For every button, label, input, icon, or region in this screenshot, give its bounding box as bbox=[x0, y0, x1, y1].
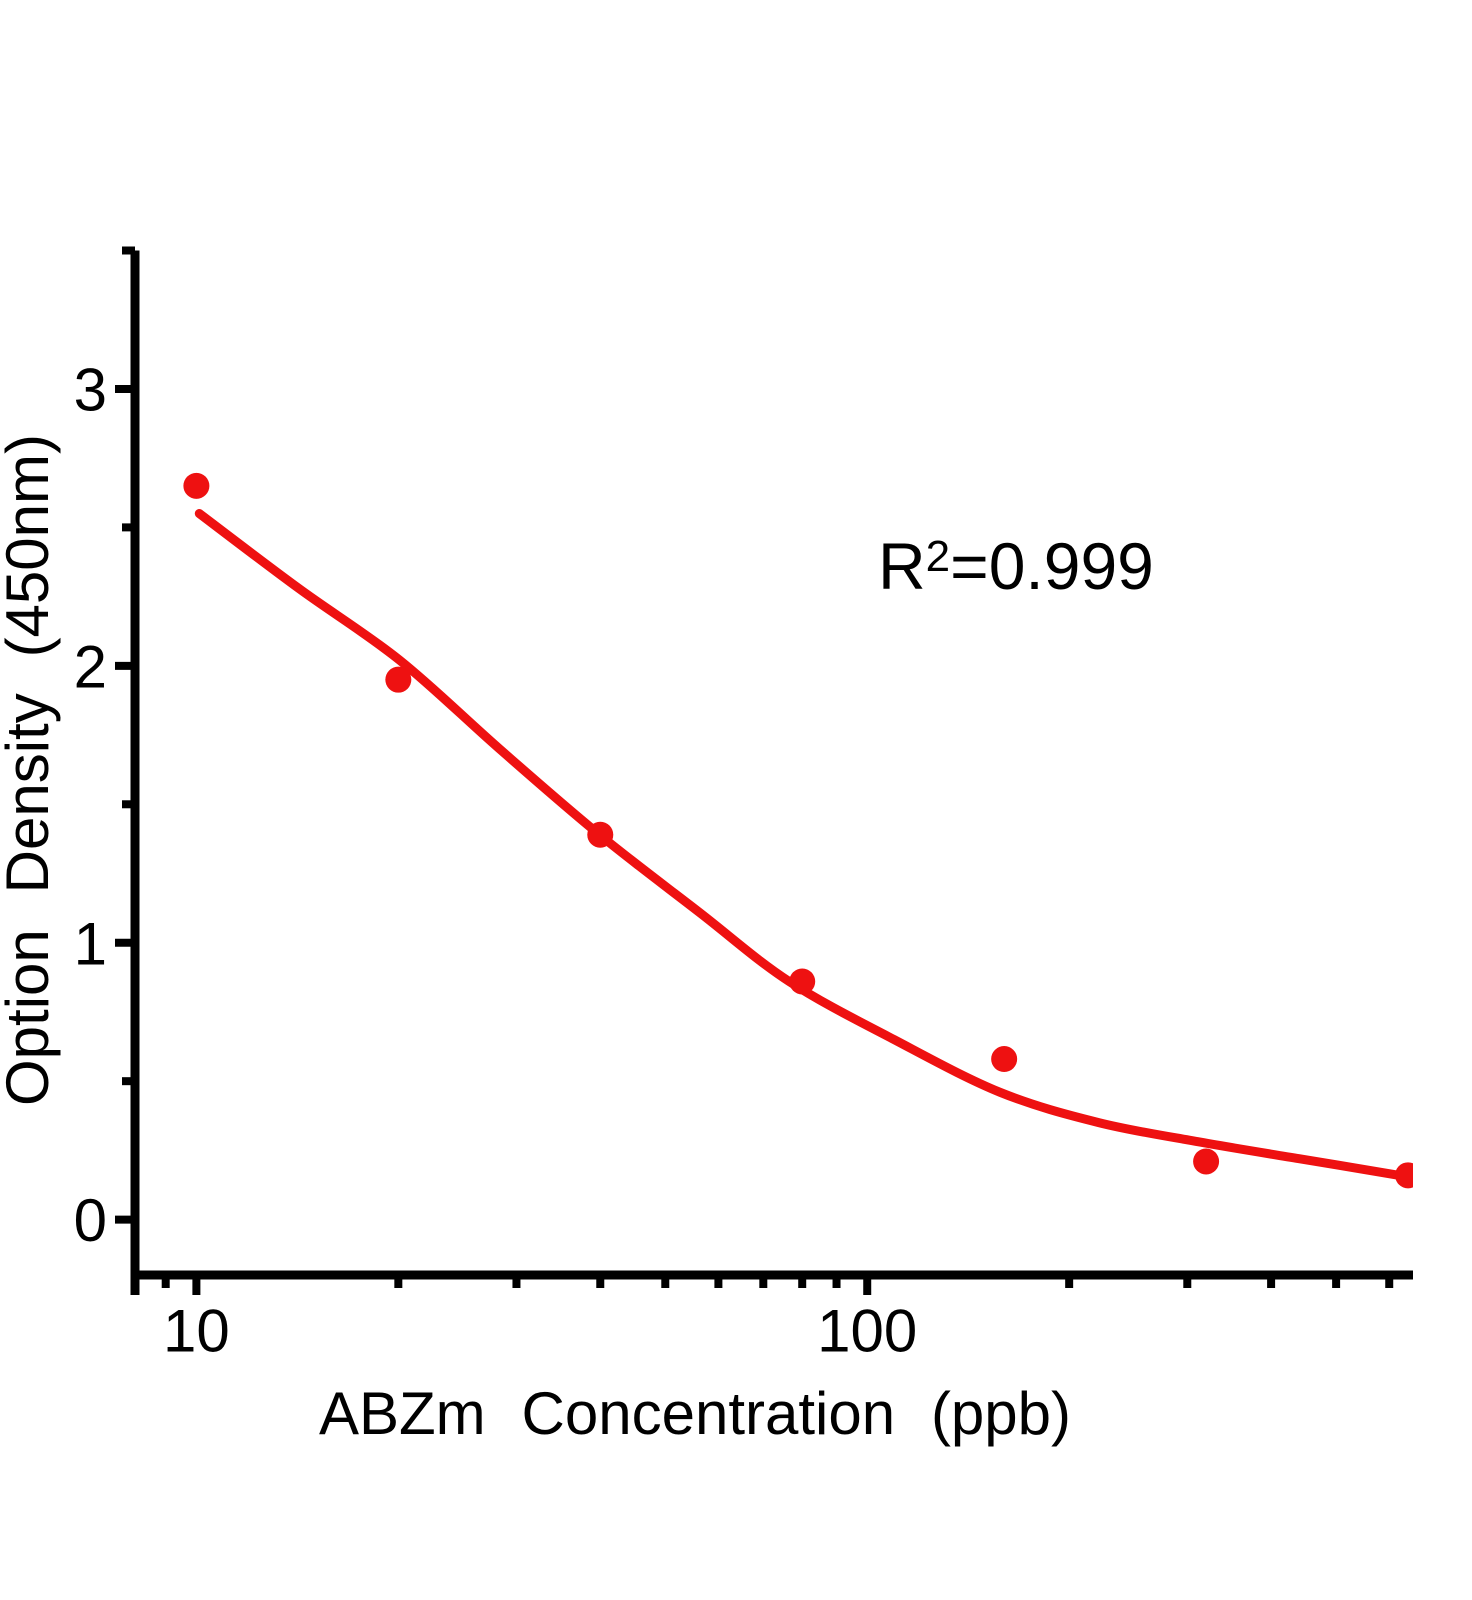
fit-curve bbox=[194, 509, 1404, 1180]
x-axis-tick-label: 100 bbox=[817, 1298, 917, 1365]
y-axis-tick-label: 1 bbox=[74, 910, 107, 977]
x-axis-title: ABZm Concentration (ppb) bbox=[318, 1380, 1072, 1447]
y-axis-tick-label: 2 bbox=[74, 633, 107, 700]
data-point bbox=[991, 1046, 1018, 1073]
r-squared-value: =0.999 bbox=[950, 529, 1154, 603]
x-axis-tick-label: 10 bbox=[163, 1298, 230, 1365]
data-point bbox=[385, 666, 412, 693]
y-axis-title: Option Density (450nm) bbox=[0, 434, 61, 1107]
y-axis-tick-label: 0 bbox=[74, 1187, 107, 1254]
data-point bbox=[1395, 1162, 1413, 1189]
data-point bbox=[587, 821, 614, 848]
r-squared-annotation: R2=0.999 bbox=[878, 522, 1154, 601]
r-squared-base: R bbox=[878, 529, 926, 603]
y-axis-tick-label: 3 bbox=[74, 357, 107, 424]
data-point bbox=[183, 472, 210, 499]
r-squared-exponent: 2 bbox=[925, 532, 951, 581]
data-point bbox=[1193, 1148, 1220, 1175]
data-point bbox=[789, 968, 816, 995]
